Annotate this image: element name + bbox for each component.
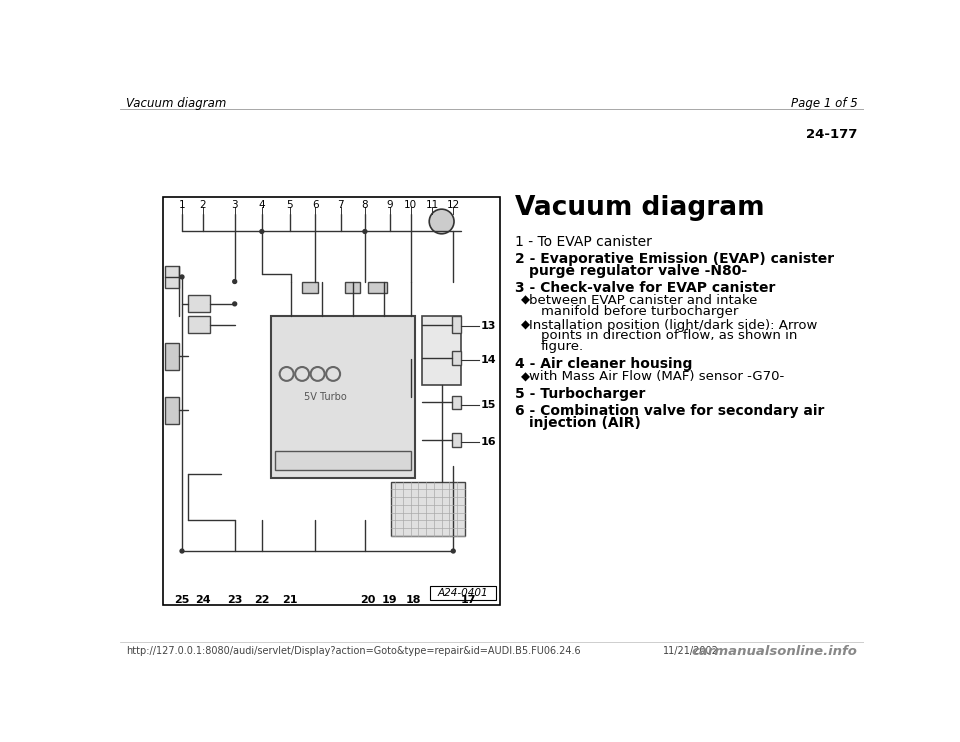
Text: A24-0401: A24-0401: [437, 588, 488, 597]
Text: 4: 4: [258, 200, 265, 210]
Text: 1 - To EVAP canister: 1 - To EVAP canister: [516, 235, 652, 249]
Text: 2: 2: [200, 200, 206, 210]
Text: 5: 5: [286, 200, 293, 210]
Bar: [165, 397, 179, 424]
Text: 5 - Turbocharger: 5 - Turbocharger: [516, 387, 646, 401]
Text: purge regulator valve -N80-: purge regulator valve -N80-: [529, 264, 747, 278]
Text: 3: 3: [231, 200, 238, 210]
Text: between EVAP canister and intake: between EVAP canister and intake: [529, 294, 757, 307]
Bar: [275, 451, 411, 470]
Circle shape: [180, 275, 184, 279]
Circle shape: [232, 280, 236, 283]
Circle shape: [232, 302, 236, 306]
Text: 24: 24: [195, 595, 211, 605]
Circle shape: [180, 549, 184, 553]
Text: Vacuum diagram: Vacuum diagram: [516, 195, 765, 221]
Text: 14: 14: [481, 355, 496, 365]
Text: 11/21/2002: 11/21/2002: [662, 646, 718, 656]
Bar: [165, 266, 179, 288]
Text: ◆: ◆: [521, 318, 531, 332]
Text: 9: 9: [386, 200, 393, 210]
Bar: [188, 295, 210, 312]
Text: Page 1 of 5: Page 1 of 5: [791, 96, 858, 110]
Bar: [188, 316, 210, 333]
Text: 24-177: 24-177: [806, 128, 858, 140]
Text: 7: 7: [338, 200, 345, 210]
Text: 15: 15: [481, 400, 496, 410]
Text: 21: 21: [282, 595, 298, 605]
Text: 17: 17: [461, 595, 476, 605]
Text: 1: 1: [179, 200, 185, 210]
Bar: [422, 316, 461, 386]
Bar: [452, 316, 461, 333]
Text: Vacuum diagram: Vacuum diagram: [126, 96, 227, 110]
Bar: [452, 433, 461, 447]
Text: figure.: figure.: [540, 340, 584, 353]
Text: 5V Turbo: 5V Turbo: [304, 392, 347, 402]
Text: 11: 11: [425, 200, 439, 210]
Text: 6: 6: [312, 200, 319, 210]
Text: carmanualsonline.info: carmanualsonline.info: [692, 645, 858, 657]
Text: 2 - Evaporative Emission (EVAP) canister: 2 - Evaporative Emission (EVAP) canister: [516, 252, 834, 266]
Text: 20: 20: [360, 595, 375, 605]
Text: 6 - Combination valve for secondary air: 6 - Combination valve for secondary air: [516, 404, 825, 418]
Bar: [452, 351, 461, 365]
Text: Installation position (light/dark side): Arrow: Installation position (light/dark side):…: [529, 318, 818, 332]
Text: 18: 18: [405, 595, 420, 605]
Text: 19: 19: [382, 595, 397, 605]
Circle shape: [363, 229, 367, 234]
Bar: [392, 482, 465, 536]
Text: injection (AIR): injection (AIR): [529, 416, 641, 430]
Text: 23: 23: [227, 595, 242, 605]
Text: 13: 13: [481, 321, 496, 331]
Bar: [162, 197, 500, 605]
Text: ◆: ◆: [521, 370, 531, 383]
Bar: [165, 343, 179, 370]
Text: 4 - Air cleaner housing: 4 - Air cleaner housing: [516, 357, 692, 371]
Text: 12: 12: [446, 200, 460, 210]
Text: with Mass Air Flow (MAF) sensor -G70-: with Mass Air Flow (MAF) sensor -G70-: [529, 370, 784, 383]
Circle shape: [429, 209, 454, 234]
Bar: [452, 395, 461, 410]
Bar: [271, 316, 415, 478]
Text: 8: 8: [362, 200, 369, 210]
Bar: [345, 281, 360, 293]
Text: 3 - Check-valve for EVAP canister: 3 - Check-valve for EVAP canister: [516, 280, 776, 295]
Text: manifold before turbocharger: manifold before turbocharger: [540, 305, 738, 318]
Bar: [430, 585, 496, 600]
Text: 22: 22: [254, 595, 270, 605]
Text: http://127.0.0.1:8080/audi/servlet/Display?action=Goto&type=repair&id=AUDI.B5.FU: http://127.0.0.1:8080/audi/servlet/Displ…: [126, 646, 581, 656]
Bar: [302, 281, 318, 293]
Text: 16: 16: [481, 437, 496, 447]
Text: ◆: ◆: [521, 294, 531, 307]
Bar: [368, 281, 388, 293]
Text: 10: 10: [404, 200, 418, 210]
Circle shape: [260, 229, 264, 234]
Text: 25: 25: [175, 595, 190, 605]
Circle shape: [451, 549, 455, 553]
Text: points in direction of flow, as shown in: points in direction of flow, as shown in: [540, 329, 797, 342]
